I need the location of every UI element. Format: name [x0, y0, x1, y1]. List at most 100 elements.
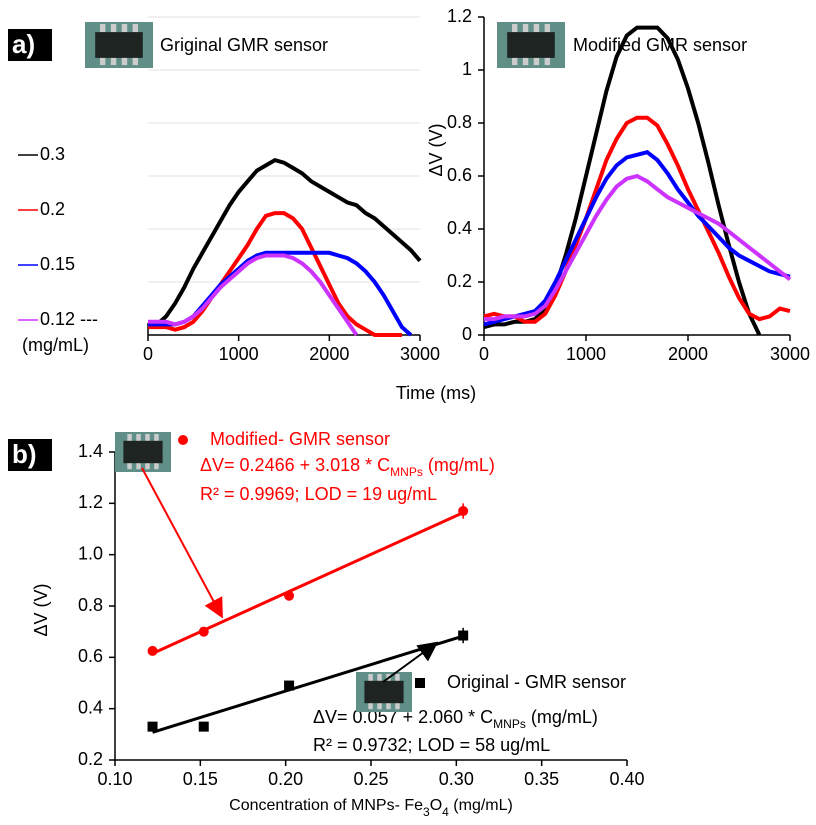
x-axis-label-part: 3: [423, 805, 430, 819]
data-line: [483, 115, 791, 324]
chip-pin: [511, 24, 518, 33]
chip-pin: [522, 56, 529, 66]
chip-pin: [386, 702, 391, 710]
fit-equation-part: MNPs: [493, 717, 526, 731]
chip-pin: [110, 24, 117, 33]
y-tick-label: 0.4: [78, 697, 103, 717]
y-tick-label: 1.0: [78, 543, 103, 563]
chip-body: [364, 680, 404, 704]
fit-equation-part: ΔV= 0.2466 + 3.018 * C: [200, 455, 390, 475]
y-tick-label: 0: [462, 324, 472, 344]
legend-label: 0.3: [40, 144, 65, 164]
panel-annotation: Modified GMR sensor: [573, 35, 747, 55]
legend-label: Modified- GMR sensor: [210, 429, 390, 449]
data-point: [458, 506, 469, 517]
chip-body: [123, 440, 163, 464]
x-tick-label: 2000: [668, 344, 708, 364]
panel-label-bg: [8, 29, 52, 61]
x-axis-label-part: Concentration of MNPs- Fe: [229, 797, 423, 814]
data-point: [198, 626, 209, 637]
panel-label: b): [12, 439, 37, 469]
y-tick-label: 1.4: [78, 441, 103, 461]
chip-pin: [145, 462, 150, 470]
legend-label: 0.15: [40, 254, 75, 274]
chip-pin: [136, 434, 141, 442]
x-axis-label: Concentration of MNPs- Fe3O4 (mg/mL): [229, 797, 513, 819]
chip-pin: [377, 674, 382, 682]
x-tick-label: 0.25: [353, 769, 388, 789]
data-line: [148, 211, 402, 337]
chip-pin: [132, 24, 139, 33]
legend-note: (mg/mL): [22, 335, 89, 355]
callout-arrow: [382, 641, 439, 683]
x-tick-label: 1000: [219, 344, 259, 364]
x-tick-label: 0.35: [524, 769, 559, 789]
chip-pin: [154, 462, 159, 470]
chip-pin: [368, 674, 373, 682]
data-line: [483, 150, 791, 327]
chip-pin: [533, 56, 540, 66]
data-point: [284, 680, 295, 691]
panel-label: a): [12, 29, 35, 59]
fit-equation-part: MNPs: [390, 465, 423, 479]
fit-equation: ΔV= 0.057 + 2.060 * CMNPs (mg/mL): [313, 707, 598, 731]
chip-body: [507, 32, 555, 58]
chip-pin: [395, 674, 400, 682]
panel-label-bg: [8, 439, 52, 471]
chip-pin: [99, 56, 106, 66]
fit-equation-part: (mg/mL): [526, 707, 598, 727]
y-tick-label: 0.6: [78, 646, 103, 666]
x-tick-label: 0: [143, 344, 153, 364]
chip-icon: [115, 432, 171, 472]
data-line: [147, 157, 422, 330]
panel-annotation: Griginal GMR sensor: [160, 35, 328, 55]
x-tick-label: 0.30: [439, 769, 474, 789]
fit-stats: R² = 0.9969; LOD = 19 ug/mL: [200, 484, 437, 504]
data-point: [147, 645, 158, 656]
chip-pin: [127, 434, 132, 442]
chip-pin: [544, 24, 551, 33]
x-axis-label-part: O: [430, 797, 442, 814]
x-tick-label: 1000: [566, 344, 606, 364]
data-point: [284, 590, 295, 601]
y-axis-label: ΔV (V): [31, 583, 51, 636]
chip-pin: [121, 24, 128, 33]
x-tick-label: 0.40: [609, 769, 644, 789]
chip-icon: [356, 672, 412, 712]
x-tick-label: 0: [479, 344, 489, 364]
x-tick-label: 3000: [770, 344, 810, 364]
chip-pin: [522, 24, 529, 33]
x-axis-label-part: 4: [442, 805, 449, 819]
y-tick-label: 0.2: [447, 271, 472, 291]
y-tick-label: 1.2: [447, 6, 472, 26]
fit-equation-part: (mg/mL): [423, 455, 495, 475]
legend-marker: [178, 435, 188, 445]
y-tick-label: 1.2: [78, 492, 103, 512]
y-tick-label: 0.8: [78, 595, 103, 615]
chip-pin: [377, 702, 382, 710]
chip-pin: [110, 56, 117, 66]
data-line: [484, 173, 792, 322]
chip-pin: [121, 56, 128, 66]
chip-body: [95, 32, 143, 58]
y-tick-label: 0.6: [447, 165, 472, 185]
chip-pin: [395, 702, 400, 710]
legend-marker: [415, 678, 425, 688]
legend-label: 0.12 ---: [40, 309, 98, 329]
chip-pin: [127, 462, 132, 470]
data-line: [148, 250, 413, 337]
y-tick-label: 0.8: [447, 112, 472, 132]
fit-equation: ΔV= 0.2466 + 3.018 * CMNPs (mg/mL): [200, 455, 495, 479]
fit-stats: R² = 0.9732; LOD = 58 ug/mL: [313, 735, 550, 755]
callout-arrow: [141, 467, 223, 619]
chip-pin: [145, 434, 150, 442]
y-tick-label: 0.2: [78, 749, 103, 769]
chip-pin: [544, 56, 551, 66]
x-axis-label-part: (mg/mL): [449, 797, 513, 814]
legend-label: 0.2: [40, 199, 65, 219]
y-tick-label: 0.4: [447, 218, 472, 238]
x-tick-label: 0.10: [97, 769, 132, 789]
chip-pin: [99, 24, 106, 33]
chip-pin: [136, 462, 141, 470]
